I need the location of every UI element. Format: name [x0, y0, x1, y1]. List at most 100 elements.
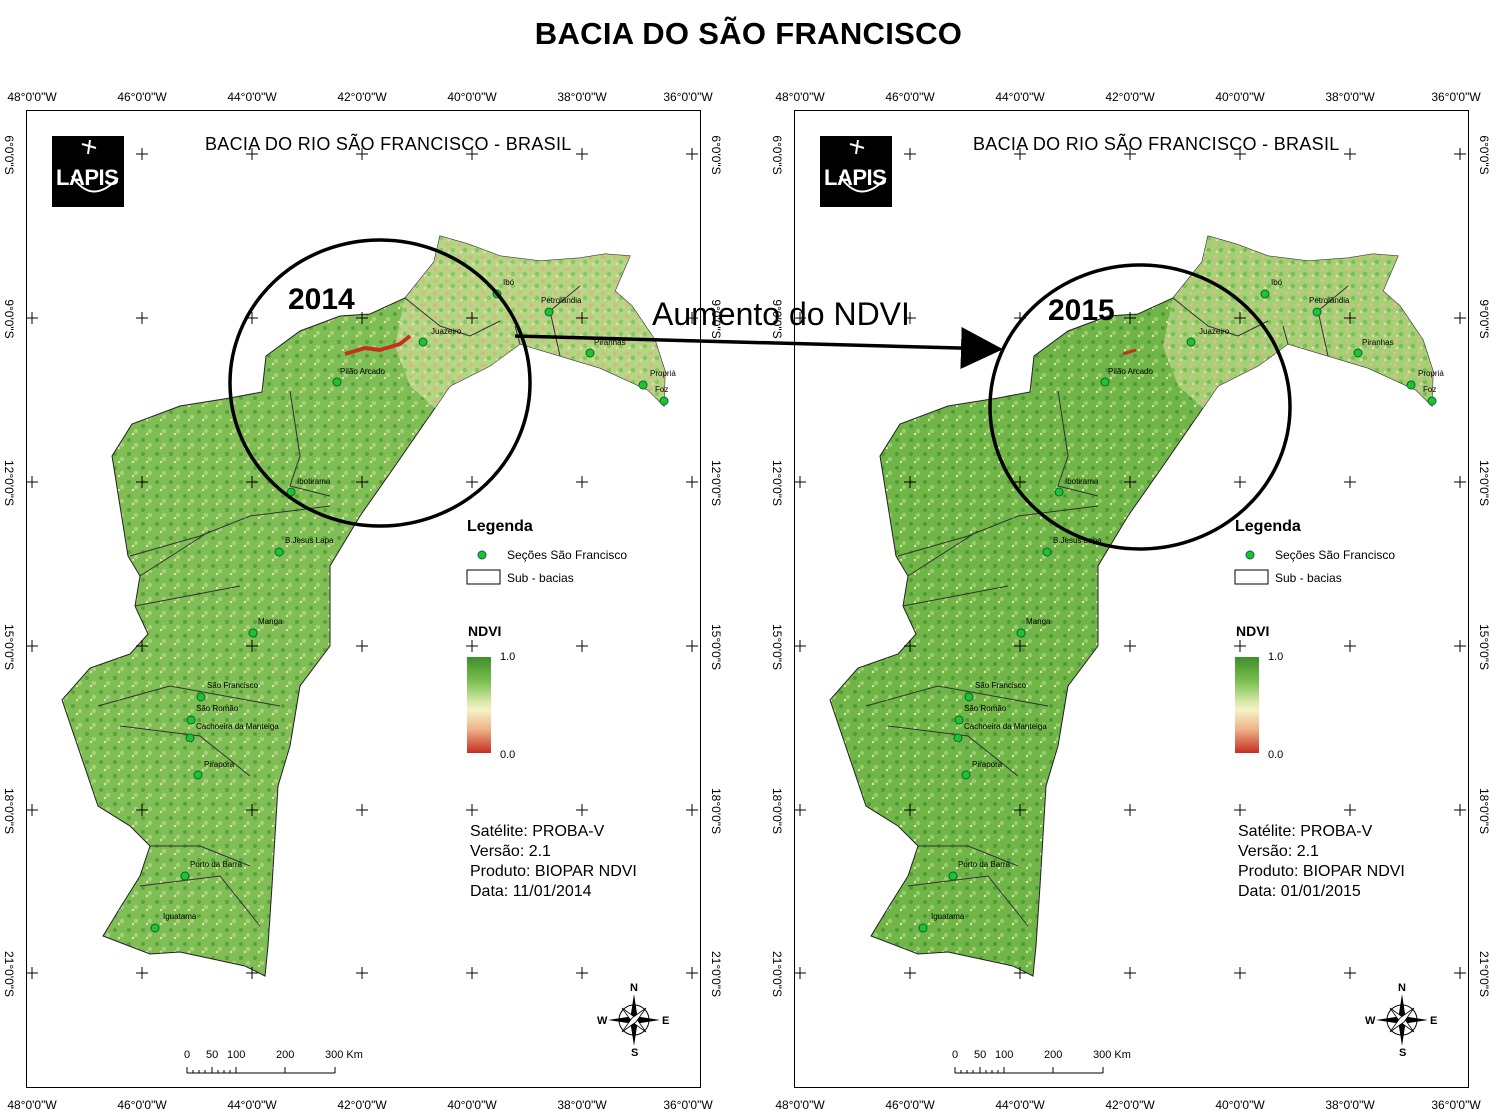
- satellite-text: Satélite: PROBA-V: [1238, 823, 1373, 840]
- map-panel-2015: 48°0'0"W 46°0'0"W 44°0'0"W 42°0'0"W 40°0…: [768, 86, 1491, 1115]
- station-label: Ibó: [1271, 278, 1283, 287]
- compass-rose: [1376, 994, 1428, 1046]
- lapis-logo: LAPIS: [820, 136, 892, 207]
- scale-label: 200: [276, 1049, 295, 1061]
- map-canvas: [794, 148, 1466, 1074]
- lon-label: 36°0'0"W: [663, 1098, 713, 1112]
- scale-label: 0: [184, 1049, 191, 1061]
- station-label: Pilão Arcado: [1108, 367, 1153, 376]
- compass-e: E: [1430, 1015, 1438, 1027]
- legend-point-label: Seções São Francisco: [1275, 548, 1396, 562]
- station-label: Juazeiro: [1199, 327, 1230, 336]
- station-label: Foz: [655, 385, 669, 394]
- station-label: Ibó: [503, 278, 515, 287]
- scale-label: 100: [227, 1049, 246, 1061]
- compass-w: W: [1365, 1015, 1376, 1027]
- lon-label: 42°0'0"W: [337, 90, 387, 104]
- legend-title: Legenda: [1235, 518, 1301, 535]
- scale-label: 300 Km: [325, 1049, 363, 1061]
- reservoir: [1122, 348, 1137, 356]
- graticule-crosses: [26, 148, 698, 979]
- legend-point-label: Seções São Francisco: [507, 548, 628, 562]
- ndvi-color-ramp: [467, 657, 491, 753]
- scale-bar: [954, 1067, 1104, 1074]
- scale-label: 0: [952, 1049, 959, 1061]
- satellite-text: Satélite: PROBA-V: [470, 823, 605, 840]
- scale-label: 300 Km: [1093, 1049, 1131, 1061]
- station-label: Juazeiro: [431, 327, 462, 336]
- station-label: Cachoeira da Manteiga: [964, 722, 1047, 731]
- station-label: Porto da Barra: [190, 860, 243, 869]
- year-label-2014: 2014: [288, 283, 355, 316]
- compass-n: N: [630, 982, 638, 994]
- legend-point-symbol: [1245, 550, 1255, 560]
- lon-label: 40°0'0"W: [447, 90, 497, 104]
- lon-label: 40°0'0"W: [1215, 1098, 1265, 1112]
- logo-text: LAPIS: [824, 165, 887, 190]
- lon-label: 44°0'0"W: [227, 90, 277, 104]
- lon-label: 46°0'0"W: [885, 90, 935, 104]
- highlight-circle: [228, 238, 532, 528]
- map-frame: [26, 110, 701, 1088]
- lon-label: 44°0'0"W: [227, 1098, 277, 1112]
- lon-label: 42°0'0"W: [337, 1098, 387, 1112]
- lon-label: 36°0'0"W: [1431, 90, 1481, 104]
- scale-label: 200: [1044, 1049, 1063, 1061]
- year-label-2015: 2015: [1048, 294, 1115, 327]
- lon-label: 36°0'0"W: [1431, 1098, 1481, 1112]
- station-label: Propriá: [1418, 369, 1444, 378]
- lon-label: 38°0'0"W: [557, 1098, 607, 1112]
- compass-e: E: [662, 1015, 670, 1027]
- ndvi-min-label: 0.0: [1268, 749, 1284, 761]
- lon-label: 48°0'0"W: [775, 1098, 825, 1112]
- station-label: São Romão: [964, 704, 1007, 713]
- station-label: Manga: [1026, 617, 1051, 626]
- station-label: Iguatama: [163, 912, 197, 921]
- station-label: Iguatama: [931, 912, 965, 921]
- arrow-label: Aumento do NDVI: [652, 296, 910, 332]
- map-canvas: [26, 148, 698, 1074]
- station-label: Ibotirama: [1065, 477, 1099, 486]
- compass-s: S: [1399, 1047, 1407, 1059]
- subbasin-boundaries: [865, 285, 1349, 927]
- lon-label: 36°0'0"W: [663, 90, 713, 104]
- product-text: Produto: BIOPAR NDVI: [1238, 863, 1405, 880]
- station-label: São Francisco: [975, 681, 1027, 690]
- legend-polygon-label: Sub - bacias: [507, 571, 574, 585]
- lon-label: 48°0'0"W: [7, 1098, 57, 1112]
- station-label: B.Jesus Lapa: [1053, 536, 1102, 545]
- lon-label: 46°0'0"W: [117, 90, 167, 104]
- station-label: Ibotirama: [297, 477, 331, 486]
- station-label: Porto da Barra: [958, 860, 1011, 869]
- lon-label: 44°0'0"W: [995, 1098, 1045, 1112]
- station-label: Petrolândia: [1309, 296, 1350, 305]
- lon-label: 48°0'0"W: [7, 90, 57, 104]
- station-label: Cachoeira da Manteiga: [196, 722, 279, 731]
- map-frame: [794, 110, 1469, 1088]
- ndvi-color-ramp: [1235, 657, 1259, 753]
- lon-label: 38°0'0"W: [1325, 1098, 1375, 1112]
- lon-label: 44°0'0"W: [995, 90, 1045, 104]
- station-label: Pilão Arcado: [340, 367, 385, 376]
- legend-polygon-symbol: [466, 569, 501, 585]
- version-text: Versão: 2.1: [470, 843, 551, 860]
- station-label: Propriá: [650, 369, 676, 378]
- station-label: Petrolândia: [541, 296, 582, 305]
- ndvi-legend-title: NDVI: [468, 623, 502, 639]
- lon-label: 42°0'0"W: [1105, 90, 1155, 104]
- satellite-icon: [71, 139, 119, 193]
- compass-w: W: [597, 1015, 608, 1027]
- station-label: B.Jesus Lapa: [285, 536, 334, 545]
- station-label: Foz: [1423, 385, 1437, 394]
- scale-bar: [186, 1067, 336, 1074]
- scale-label: 50: [974, 1049, 987, 1061]
- graticule-crosses: [794, 148, 1466, 979]
- lon-label: 48°0'0"W: [775, 90, 825, 104]
- ndvi-legend-title: NDVI: [1236, 623, 1270, 639]
- lon-label: 42°0'0"W: [1105, 1098, 1155, 1112]
- station-points: [918, 289, 1437, 933]
- legend-polygon-symbol: [1234, 569, 1269, 585]
- scale-label: 100: [995, 1049, 1014, 1061]
- page-title: BACIA DO SÃO FRANCISCO: [534, 16, 963, 51]
- station-label: Manga: [258, 617, 283, 626]
